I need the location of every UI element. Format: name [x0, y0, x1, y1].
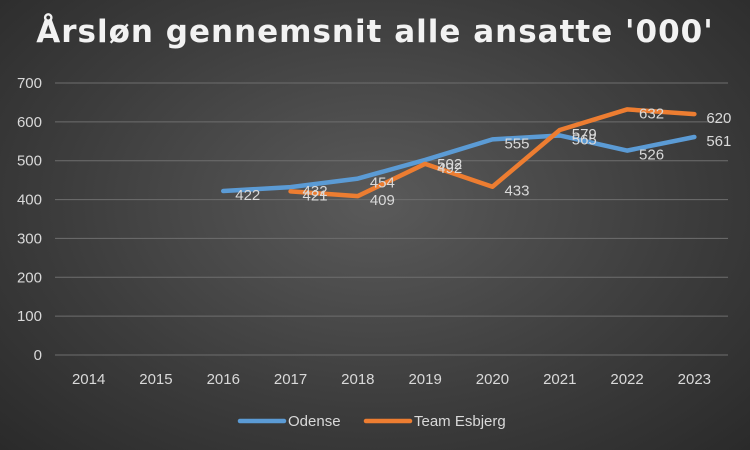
data-label: 561	[706, 133, 731, 150]
x-tick-label: 2015	[139, 371, 172, 388]
data-label: 565	[572, 131, 597, 148]
y-tick-label: 300	[17, 230, 42, 247]
y-tick-label: 0	[34, 347, 42, 364]
x-tick-label: 2021	[543, 371, 576, 388]
data-label: 632	[639, 105, 664, 122]
x-tick-label: 2019	[408, 371, 441, 388]
data-label: 555	[504, 135, 529, 152]
x-tick-label: 2023	[678, 371, 711, 388]
chart-title: Årsløn gennemsnit alle ansatte '000'	[36, 14, 714, 50]
x-tick-label: 2018	[341, 371, 374, 388]
data-label: 454	[370, 175, 395, 192]
data-label: 432	[303, 183, 328, 200]
data-label: 422	[235, 187, 260, 204]
data-label: 409	[370, 192, 395, 209]
series-line-team-esbjerg	[288, 107, 697, 199]
data-label: 421	[303, 187, 328, 204]
y-tick-label: 100	[17, 308, 42, 325]
legend-label: Team Esbjerg	[414, 413, 506, 430]
y-tick-label: 700	[17, 75, 42, 92]
x-tick-label: 2016	[207, 371, 240, 388]
data-label: 620	[706, 110, 731, 127]
y-tick-label: 600	[17, 114, 42, 131]
legend: Odense Team Esbjerg	[237, 413, 506, 430]
y-tick-label: 400	[17, 192, 42, 209]
series-lines	[221, 107, 697, 199]
x-tick-label: 2022	[610, 371, 643, 388]
y-axis: 0 100 200 300 400 500 600 700	[17, 75, 42, 364]
y-tick-label: 500	[17, 153, 42, 170]
gridlines	[55, 82, 728, 356]
x-tick-label: 2017	[274, 371, 307, 388]
data-label: 502	[437, 156, 462, 173]
data-label: 433	[504, 183, 529, 200]
data-label: 492	[437, 160, 462, 177]
data-label: 579	[572, 126, 597, 143]
series-line-odense	[221, 133, 697, 194]
y-tick-label: 200	[17, 269, 42, 286]
x-tick-label: 2014	[72, 371, 105, 388]
x-axis: 2014 2015 2016 2017 2018 2019 2020 2021 2022 2023	[72, 371, 711, 388]
legend-label: Odense	[288, 413, 341, 430]
data-label: 526	[639, 147, 664, 164]
data-labels: 422 432 454 502 555 565 526 561 421 409 492 433 579 6…	[235, 105, 731, 209]
x-tick-label: 2020	[476, 371, 509, 388]
